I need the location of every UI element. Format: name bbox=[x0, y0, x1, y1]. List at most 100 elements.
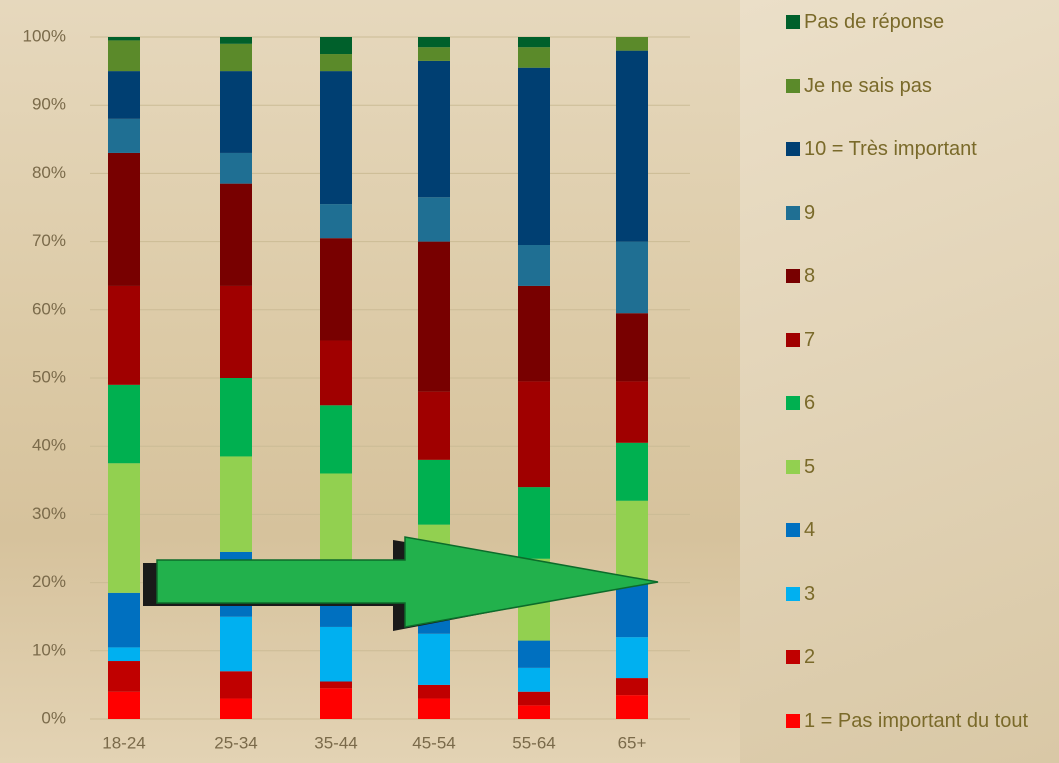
y-tick-label: 30% bbox=[32, 504, 66, 523]
legend-label: 9 bbox=[804, 201, 816, 224]
bar-segment bbox=[108, 691, 140, 719]
legend-item: Je ne sais pas bbox=[786, 73, 1056, 99]
bar-segment bbox=[518, 705, 550, 719]
legend-swatch bbox=[786, 205, 800, 220]
legend-label: 4 bbox=[804, 519, 816, 541]
bar-segment bbox=[518, 640, 550, 668]
bar-segment bbox=[320, 340, 352, 406]
legend-swatch bbox=[786, 523, 800, 537]
bar-segment bbox=[320, 626, 352, 682]
bar-segment bbox=[616, 241, 648, 314]
bar-segment bbox=[418, 459, 450, 525]
bar-segment bbox=[418, 37, 450, 48]
bar-segment bbox=[518, 667, 550, 692]
bar-segment bbox=[108, 384, 140, 464]
bar-segment bbox=[616, 678, 648, 696]
bar-segment bbox=[108, 118, 140, 153]
bar-segment bbox=[320, 37, 352, 55]
bar-segment bbox=[220, 37, 252, 44]
legend-swatch bbox=[786, 142, 800, 156]
bar-segment bbox=[418, 197, 450, 242]
x-tick-label: 25-34 bbox=[214, 733, 257, 752]
y-tick-label: 20% bbox=[32, 572, 66, 591]
bar-segment bbox=[108, 661, 140, 692]
bar-segment bbox=[220, 183, 252, 286]
legend-item: 1 = Pas important du tout bbox=[786, 708, 1056, 734]
bar-segment bbox=[220, 71, 252, 153]
bar-segment bbox=[616, 313, 648, 382]
legend-swatch bbox=[786, 78, 800, 93]
legend-swatch bbox=[786, 586, 800, 601]
x-tick-label: 65+ bbox=[618, 733, 647, 752]
bar-segment bbox=[418, 633, 450, 685]
legend-label: 8 bbox=[804, 265, 816, 287]
legend-item: 10 = Très important bbox=[786, 136, 1056, 162]
y-tick-label: 40% bbox=[32, 436, 66, 455]
bar-segment bbox=[220, 43, 252, 72]
y-tick-label: 90% bbox=[32, 95, 66, 114]
bar-segment bbox=[108, 463, 140, 593]
arrow bbox=[156, 536, 659, 628]
x-tick-label: 45-54 bbox=[412, 733, 455, 752]
legend-label: 1 = Pas important du tout bbox=[804, 709, 1029, 732]
bar-segment bbox=[418, 60, 450, 198]
legend-item: 2 bbox=[786, 644, 1056, 670]
legend-label: 10 = Très important bbox=[804, 138, 977, 160]
bar-segment bbox=[108, 40, 140, 72]
legend-swatch bbox=[786, 15, 800, 29]
bar-segment bbox=[616, 582, 648, 638]
bar-segment bbox=[418, 391, 450, 460]
legend-label: 6 bbox=[804, 392, 816, 414]
legend-item: Pas de réponse bbox=[786, 9, 1056, 35]
bar-segment bbox=[616, 442, 648, 501]
bar-segment bbox=[616, 381, 648, 443]
bar-segment bbox=[320, 688, 352, 719]
bar-segment bbox=[320, 238, 352, 341]
bar-segment bbox=[108, 37, 140, 41]
legend-label: Pas de réponse bbox=[804, 11, 945, 33]
bar-segment bbox=[616, 37, 648, 51]
legend-label: 3 bbox=[804, 582, 816, 605]
bar-segment bbox=[220, 456, 252, 552]
bar-segment bbox=[320, 54, 352, 72]
legend-item: 6 bbox=[786, 390, 1056, 416]
bar-segment bbox=[108, 152, 140, 286]
background-panel bbox=[740, 0, 1059, 763]
bar-segment bbox=[518, 381, 550, 488]
legend-swatch bbox=[786, 269, 800, 283]
bar-segment bbox=[108, 285, 140, 385]
bar-segment bbox=[518, 245, 550, 286]
bar-segment bbox=[418, 47, 450, 61]
legend-item: 9 bbox=[786, 200, 1056, 226]
legend-item: 3 bbox=[786, 581, 1056, 607]
bar-segment bbox=[518, 691, 550, 706]
bar-segment bbox=[518, 67, 550, 246]
bar-segment bbox=[418, 698, 450, 719]
bar-segment bbox=[108, 592, 140, 648]
bar-segment bbox=[320, 204, 352, 239]
bar-segment bbox=[108, 71, 140, 119]
y-tick-label: 50% bbox=[32, 367, 66, 386]
bar-segment bbox=[220, 152, 252, 184]
x-tick-label: 18-24 bbox=[102, 733, 145, 752]
x-tick-label: 35-44 bbox=[314, 733, 357, 752]
legend-label: 2 bbox=[804, 646, 816, 668]
bar-segment bbox=[616, 500, 648, 583]
legend-item: 7 bbox=[786, 327, 1056, 353]
bar-segment bbox=[220, 616, 252, 672]
bar-segment bbox=[518, 285, 550, 382]
bar-segment bbox=[616, 695, 648, 719]
bar-segment bbox=[108, 647, 140, 662]
y-tick-label: 0% bbox=[41, 708, 66, 727]
bar-segment bbox=[220, 671, 252, 699]
y-tick-label: 100% bbox=[23, 26, 66, 45]
bar-segment bbox=[320, 473, 352, 569]
y-tick-label: 70% bbox=[32, 231, 66, 250]
bar-segment bbox=[320, 681, 352, 689]
x-tick-label: 55-64 bbox=[512, 733, 555, 752]
bar-segment bbox=[418, 241, 450, 392]
bar-segment bbox=[320, 71, 352, 205]
legend-label: 5 bbox=[804, 455, 816, 478]
